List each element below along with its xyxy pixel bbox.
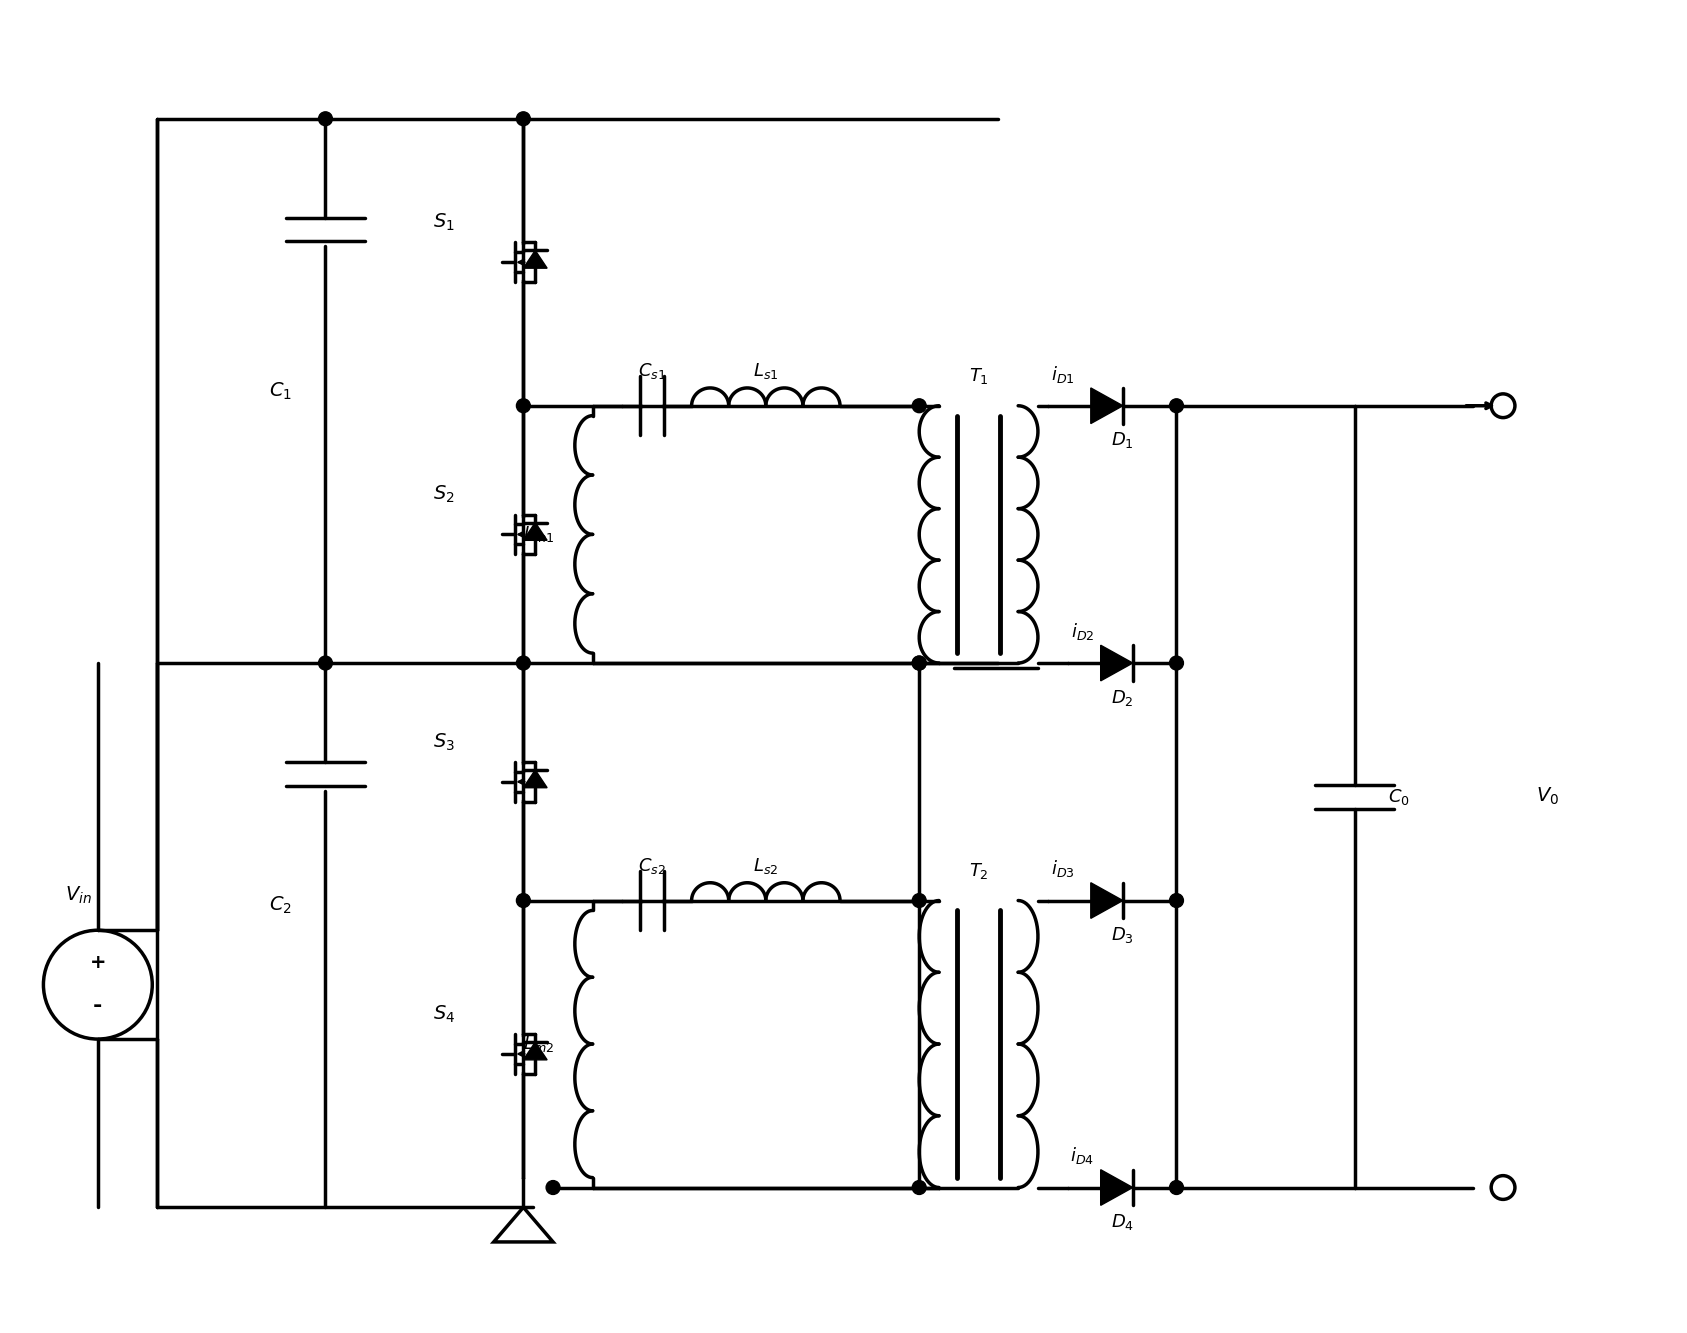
Text: $S_4$: $S_4$ — [434, 1004, 455, 1025]
Text: $D_4$: $D_4$ — [1110, 1212, 1134, 1232]
Text: $L_{m2}$: $L_{m2}$ — [523, 1034, 553, 1054]
Text: $C_2$: $C_2$ — [270, 894, 292, 916]
Text: $C_{s2}$: $C_{s2}$ — [638, 856, 666, 876]
Text: $C_0$: $C_0$ — [1388, 786, 1410, 806]
Text: $L_{s2}$: $L_{s2}$ — [752, 856, 778, 876]
Text: $D_2$: $D_2$ — [1110, 688, 1134, 708]
Text: $T_2$: $T_2$ — [968, 861, 989, 881]
Text: $S_2$: $S_2$ — [434, 484, 455, 505]
Text: $i_{D1}$: $i_{D1}$ — [1051, 364, 1075, 385]
Text: $T_1$: $T_1$ — [968, 367, 989, 387]
Circle shape — [913, 656, 926, 670]
Circle shape — [516, 399, 530, 413]
Text: $D_1$: $D_1$ — [1110, 431, 1134, 451]
Polygon shape — [523, 251, 547, 268]
Polygon shape — [523, 1042, 547, 1060]
Circle shape — [913, 1181, 926, 1194]
Text: $i_{D4}$: $i_{D4}$ — [1071, 1145, 1095, 1166]
Text: $V_{in}$: $V_{in}$ — [64, 885, 91, 906]
Circle shape — [1169, 656, 1183, 670]
Text: +: + — [89, 953, 106, 972]
Circle shape — [913, 656, 926, 670]
Text: $C_{s1}$: $C_{s1}$ — [638, 361, 666, 381]
Text: $i_{D3}$: $i_{D3}$ — [1051, 858, 1075, 880]
Text: -: - — [93, 997, 103, 1017]
Circle shape — [319, 656, 332, 670]
Circle shape — [547, 1181, 560, 1194]
Circle shape — [319, 112, 332, 125]
Circle shape — [516, 112, 530, 125]
Text: $S_1$: $S_1$ — [434, 212, 455, 233]
Text: $L_{m1}$: $L_{m1}$ — [523, 524, 553, 544]
Text: $L_{s1}$: $L_{s1}$ — [752, 361, 779, 381]
Text: $C_1$: $C_1$ — [270, 380, 292, 401]
Circle shape — [516, 893, 530, 908]
Circle shape — [516, 656, 530, 670]
Circle shape — [1169, 893, 1183, 908]
Polygon shape — [1100, 645, 1132, 681]
Polygon shape — [1100, 1169, 1132, 1205]
Polygon shape — [1091, 388, 1124, 424]
Circle shape — [913, 399, 926, 413]
Text: $i_{D2}$: $i_{D2}$ — [1071, 621, 1095, 643]
Polygon shape — [523, 770, 547, 788]
Polygon shape — [523, 523, 547, 540]
Text: $D_3$: $D_3$ — [1110, 925, 1134, 945]
Text: $V_0$: $V_0$ — [1537, 786, 1559, 808]
Circle shape — [913, 893, 926, 908]
Polygon shape — [1091, 882, 1124, 918]
Text: $S_3$: $S_3$ — [434, 732, 455, 753]
Circle shape — [1169, 399, 1183, 413]
Circle shape — [1169, 1181, 1183, 1194]
